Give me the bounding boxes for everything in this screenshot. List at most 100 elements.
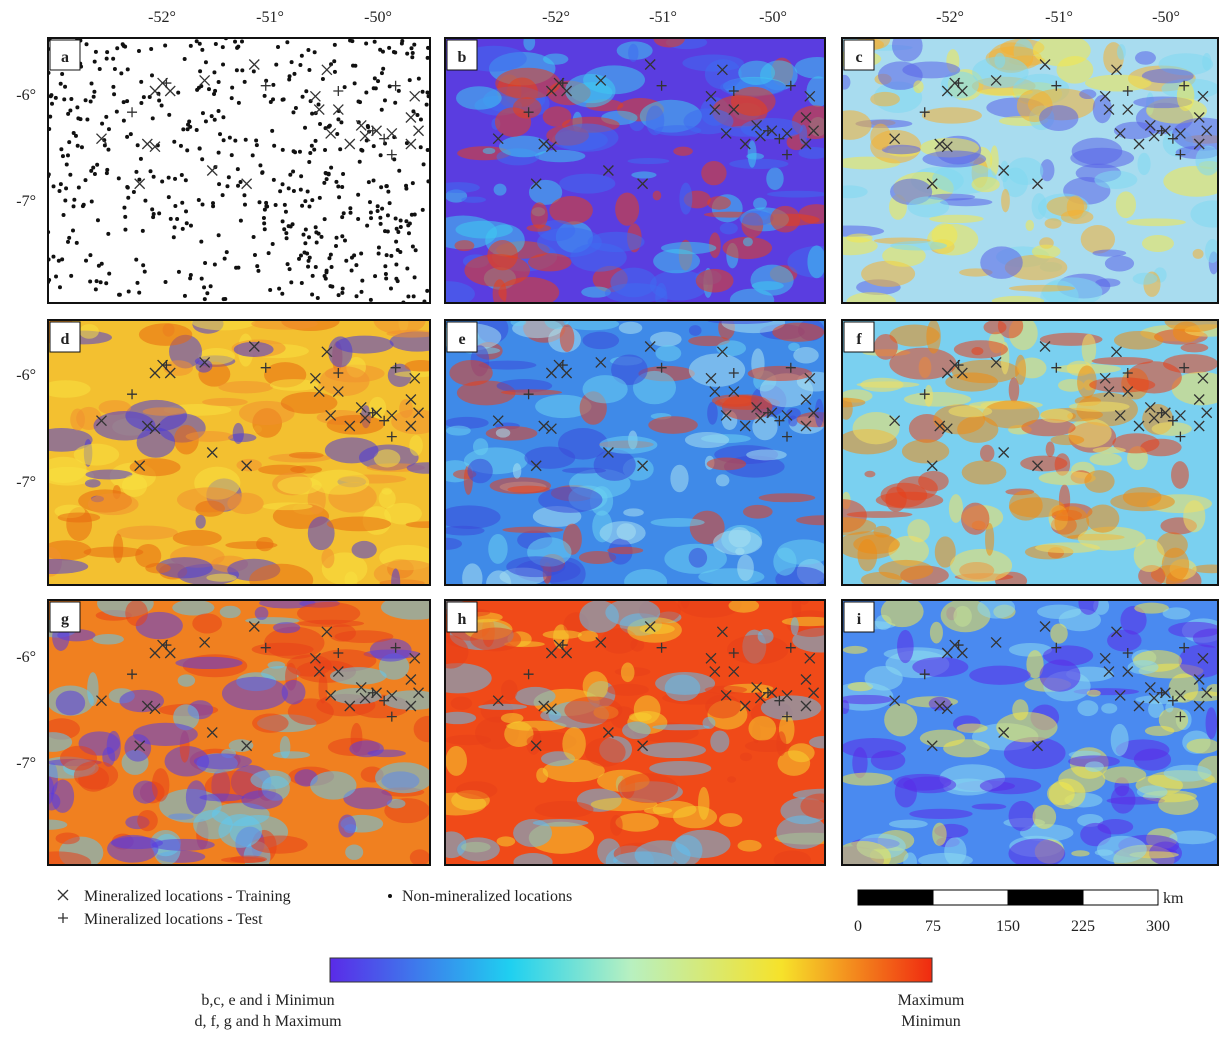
- texture: [1081, 225, 1115, 254]
- sample-point: [105, 50, 109, 54]
- sample-point: [376, 79, 380, 83]
- sample-point: [186, 123, 190, 127]
- texture: [79, 324, 99, 339]
- texture: [1009, 285, 1075, 292]
- texture: [618, 773, 678, 803]
- texture: [720, 222, 738, 234]
- texture: [748, 716, 776, 741]
- sample-point: [413, 275, 417, 279]
- sample-point: [337, 195, 341, 199]
- sample-point: [294, 106, 298, 110]
- texture: [809, 736, 837, 748]
- texture: [451, 697, 473, 710]
- texture: [143, 407, 187, 416]
- legend-non-mineralized: Non-mineralized locations: [402, 888, 572, 905]
- sample-point: [353, 81, 357, 85]
- sample-point: [383, 264, 387, 268]
- texture: [369, 397, 386, 419]
- sample-point: [152, 212, 156, 216]
- sample-point: [271, 83, 275, 87]
- texture: [506, 556, 565, 577]
- texture: [282, 680, 306, 705]
- texture: [470, 628, 521, 652]
- texture: [980, 445, 994, 462]
- texture: [652, 724, 709, 730]
- sample-point: [189, 44, 193, 48]
- texture: [533, 819, 589, 827]
- panel-letter: i: [857, 611, 862, 628]
- texture: [1009, 490, 1043, 520]
- sample-point: [303, 126, 307, 130]
- sample-point: [258, 163, 262, 167]
- sample-point: [366, 125, 370, 129]
- texture: [1078, 589, 1098, 615]
- texture: [705, 59, 742, 89]
- sample-point: [119, 71, 123, 75]
- sample-point: [185, 148, 189, 152]
- texture: [424, 663, 491, 693]
- sample-point: [314, 265, 318, 269]
- sample-point: [407, 231, 411, 235]
- texture: [908, 196, 949, 217]
- sample-point: [217, 109, 221, 113]
- texture: [137, 427, 176, 457]
- texture: [289, 452, 324, 459]
- sample-point: [111, 57, 115, 61]
- sample-point: [330, 265, 334, 269]
- texture: [1092, 357, 1154, 365]
- texture: [234, 342, 274, 357]
- texture: [1033, 805, 1057, 829]
- sample-point: [252, 235, 256, 239]
- texture: [815, 399, 824, 427]
- texture: [524, 446, 575, 468]
- sample-point: [380, 207, 384, 211]
- longitude-label: -51°: [256, 9, 284, 26]
- sample-point: [84, 98, 88, 102]
- texture: [930, 622, 943, 644]
- texture: [971, 177, 999, 192]
- sample-point: [198, 147, 202, 151]
- texture: [93, 634, 124, 645]
- sample-point: [405, 52, 409, 56]
- texture: [847, 292, 896, 311]
- sample-point: [199, 240, 203, 244]
- texture: [496, 428, 510, 437]
- map-panel: f: [812, 310, 1220, 595]
- texture: [345, 845, 363, 860]
- texture: [381, 595, 449, 620]
- sample-point: [338, 147, 342, 151]
- sample-point: [204, 60, 208, 64]
- sample-point: [60, 72, 64, 76]
- colorbar-label: b,c, e and i Minimun: [201, 992, 334, 1009]
- sample-point: [303, 241, 307, 245]
- sample-point: [212, 92, 216, 96]
- sample-point: [75, 105, 79, 109]
- texture: [540, 710, 561, 721]
- texture: [175, 657, 242, 669]
- texture: [770, 206, 800, 233]
- texture: [270, 379, 318, 391]
- texture: [391, 568, 400, 597]
- texture: [806, 76, 830, 107]
- sample-point: [281, 219, 285, 223]
- sample-point: [184, 209, 188, 213]
- scale-segment: [1008, 890, 1083, 905]
- texture: [613, 851, 675, 869]
- texture: [262, 502, 313, 510]
- texture: [320, 366, 370, 396]
- sample-point: [240, 39, 244, 43]
- sample-point: [419, 145, 423, 149]
- sample-point: [349, 211, 353, 215]
- sample-point: [93, 60, 97, 64]
- sample-point: [262, 216, 266, 220]
- map-panel: c: [817, 29, 1220, 313]
- sample-point: [339, 120, 343, 124]
- sample-point: [315, 240, 319, 244]
- sample-point: [289, 280, 293, 284]
- sample-point: [392, 157, 396, 161]
- texture: [670, 465, 688, 493]
- texture: [431, 538, 462, 550]
- sample-point: [104, 281, 108, 285]
- sample-point: [389, 286, 393, 290]
- sample-point: [373, 76, 377, 80]
